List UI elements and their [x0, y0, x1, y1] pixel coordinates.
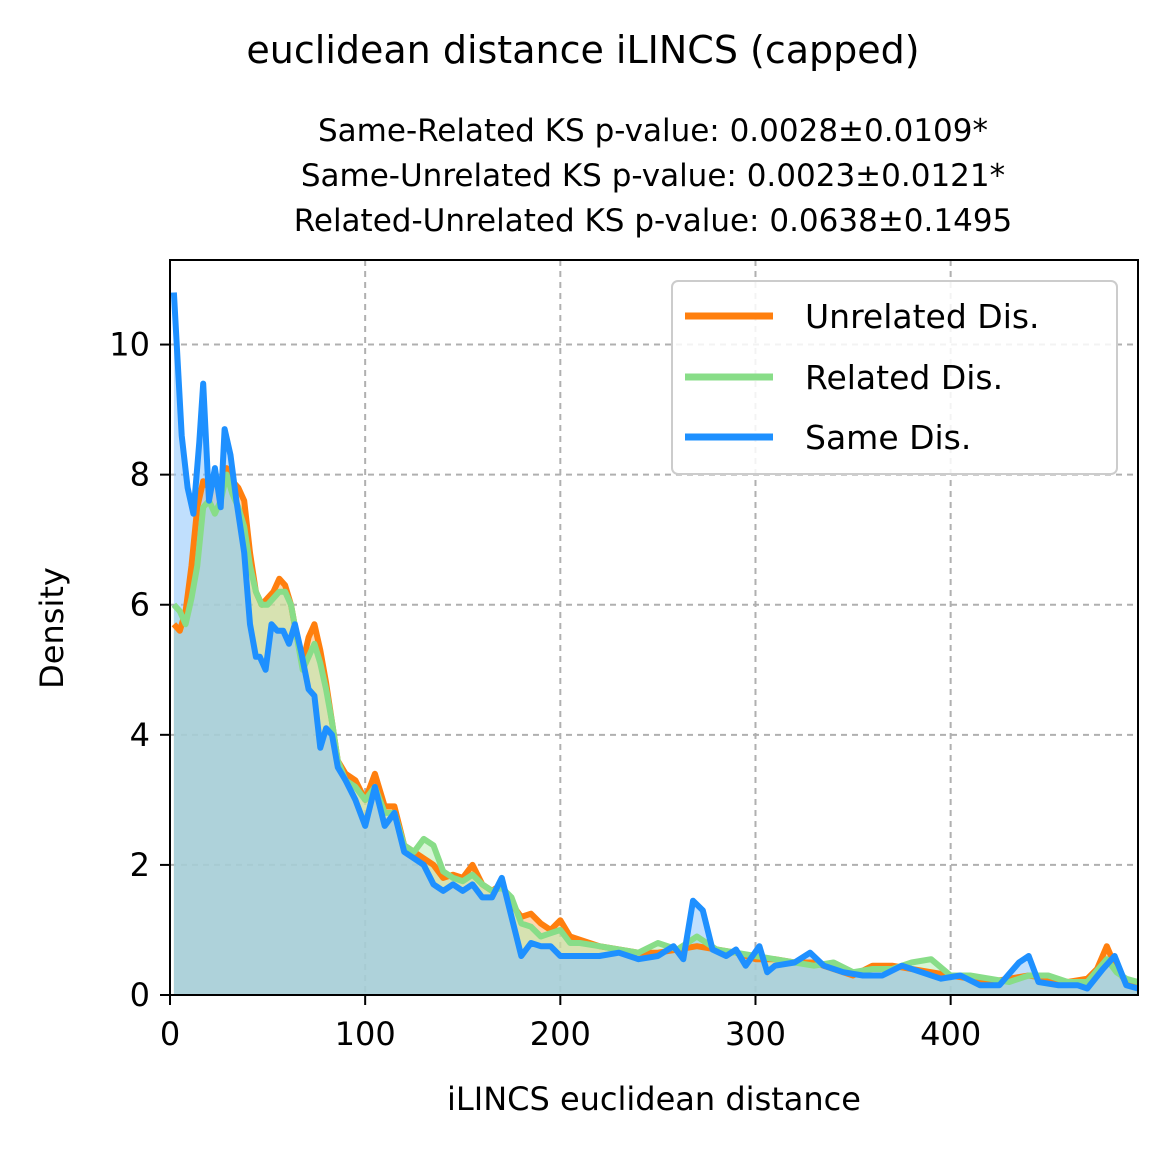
line-same: [170, 292, 1139, 992]
legend-box: [671, 280, 1118, 475]
legend-label-related: Related Dis.: [805, 358, 1003, 397]
x-tick-label: 200: [530, 1015, 591, 1053]
y-tick-label: 10: [109, 326, 150, 364]
area-same: [173, 292, 1138, 995]
y-tick-label: 8: [130, 456, 150, 494]
subtitle-line-3: Related-Unrelated KS p-value: 0.0638±0.1…: [294, 203, 1013, 239]
density-areas: [173, 292, 1138, 996]
x-axis-label: iLINCS euclidean distance: [447, 1080, 861, 1118]
legend-label-same: Same Dis.: [805, 418, 971, 457]
y-tick-label: 4: [130, 716, 150, 754]
x-tick-label: 300: [725, 1015, 786, 1053]
x-tick-label: 0: [160, 1015, 180, 1053]
y-tick-label: 6: [130, 586, 150, 624]
y-axis-label: Density: [33, 567, 71, 689]
legend-label-unrelated: Unrelated Dis.: [805, 297, 1040, 336]
chart-title: euclidean distance iLINCS (capped): [246, 28, 919, 72]
subtitle-line-2: Same-Unrelated KS p-value: 0.0023±0.0121…: [301, 158, 1005, 194]
subtitle-line-1: Same-Related KS p-value: 0.0028±0.0109*: [318, 113, 988, 149]
x-tick-label: 400: [920, 1015, 981, 1053]
legend: Unrelated Dis. Related Dis. Same Dis.: [671, 280, 1118, 475]
x-axis-ticks: 0 100 200 300 400: [160, 995, 981, 1053]
plot-frame: [169, 259, 1139, 996]
y-tick-label: 2: [130, 846, 150, 884]
y-axis-ticks: 0 2 4 6 8 10: [109, 326, 170, 1014]
x-tick-label: 100: [335, 1015, 396, 1053]
y-tick-label: 0: [130, 976, 150, 1014]
density-lines: [170, 292, 1139, 992]
